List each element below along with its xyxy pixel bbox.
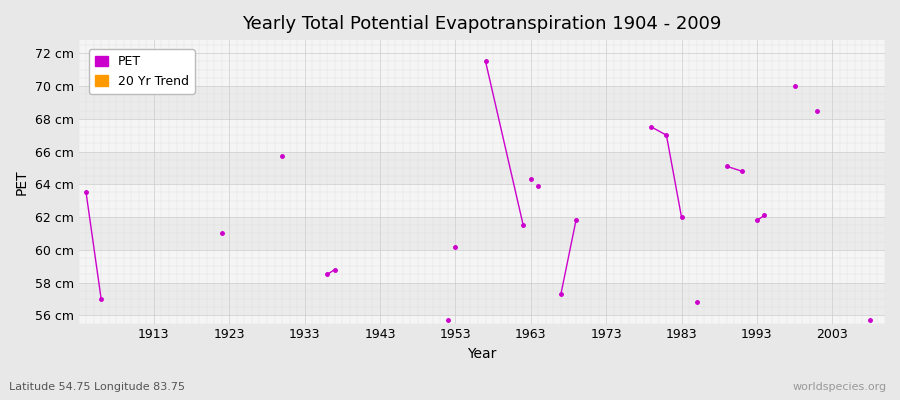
Bar (78, 283, 885, 315)
Title: Yearly Total Potential Evapotranspiration 1904 - 2009: Yearly Total Potential Evapotranspiratio… (242, 15, 722, 33)
Bar (78, 86, 885, 119)
Bar (78, 184, 885, 217)
Bar (78, 152, 885, 184)
Bar (78, 53, 885, 86)
Bar (78, 250, 885, 283)
Bar (78, 217, 885, 250)
Legend: PET, 20 Yr Trend: PET, 20 Yr Trend (89, 49, 194, 94)
Y-axis label: PET: PET (15, 169, 29, 195)
Text: worldspecies.org: worldspecies.org (792, 382, 886, 392)
X-axis label: Year: Year (467, 347, 497, 361)
Bar (78, 119, 885, 152)
Text: Latitude 54.75 Longitude 83.75: Latitude 54.75 Longitude 83.75 (9, 382, 185, 392)
